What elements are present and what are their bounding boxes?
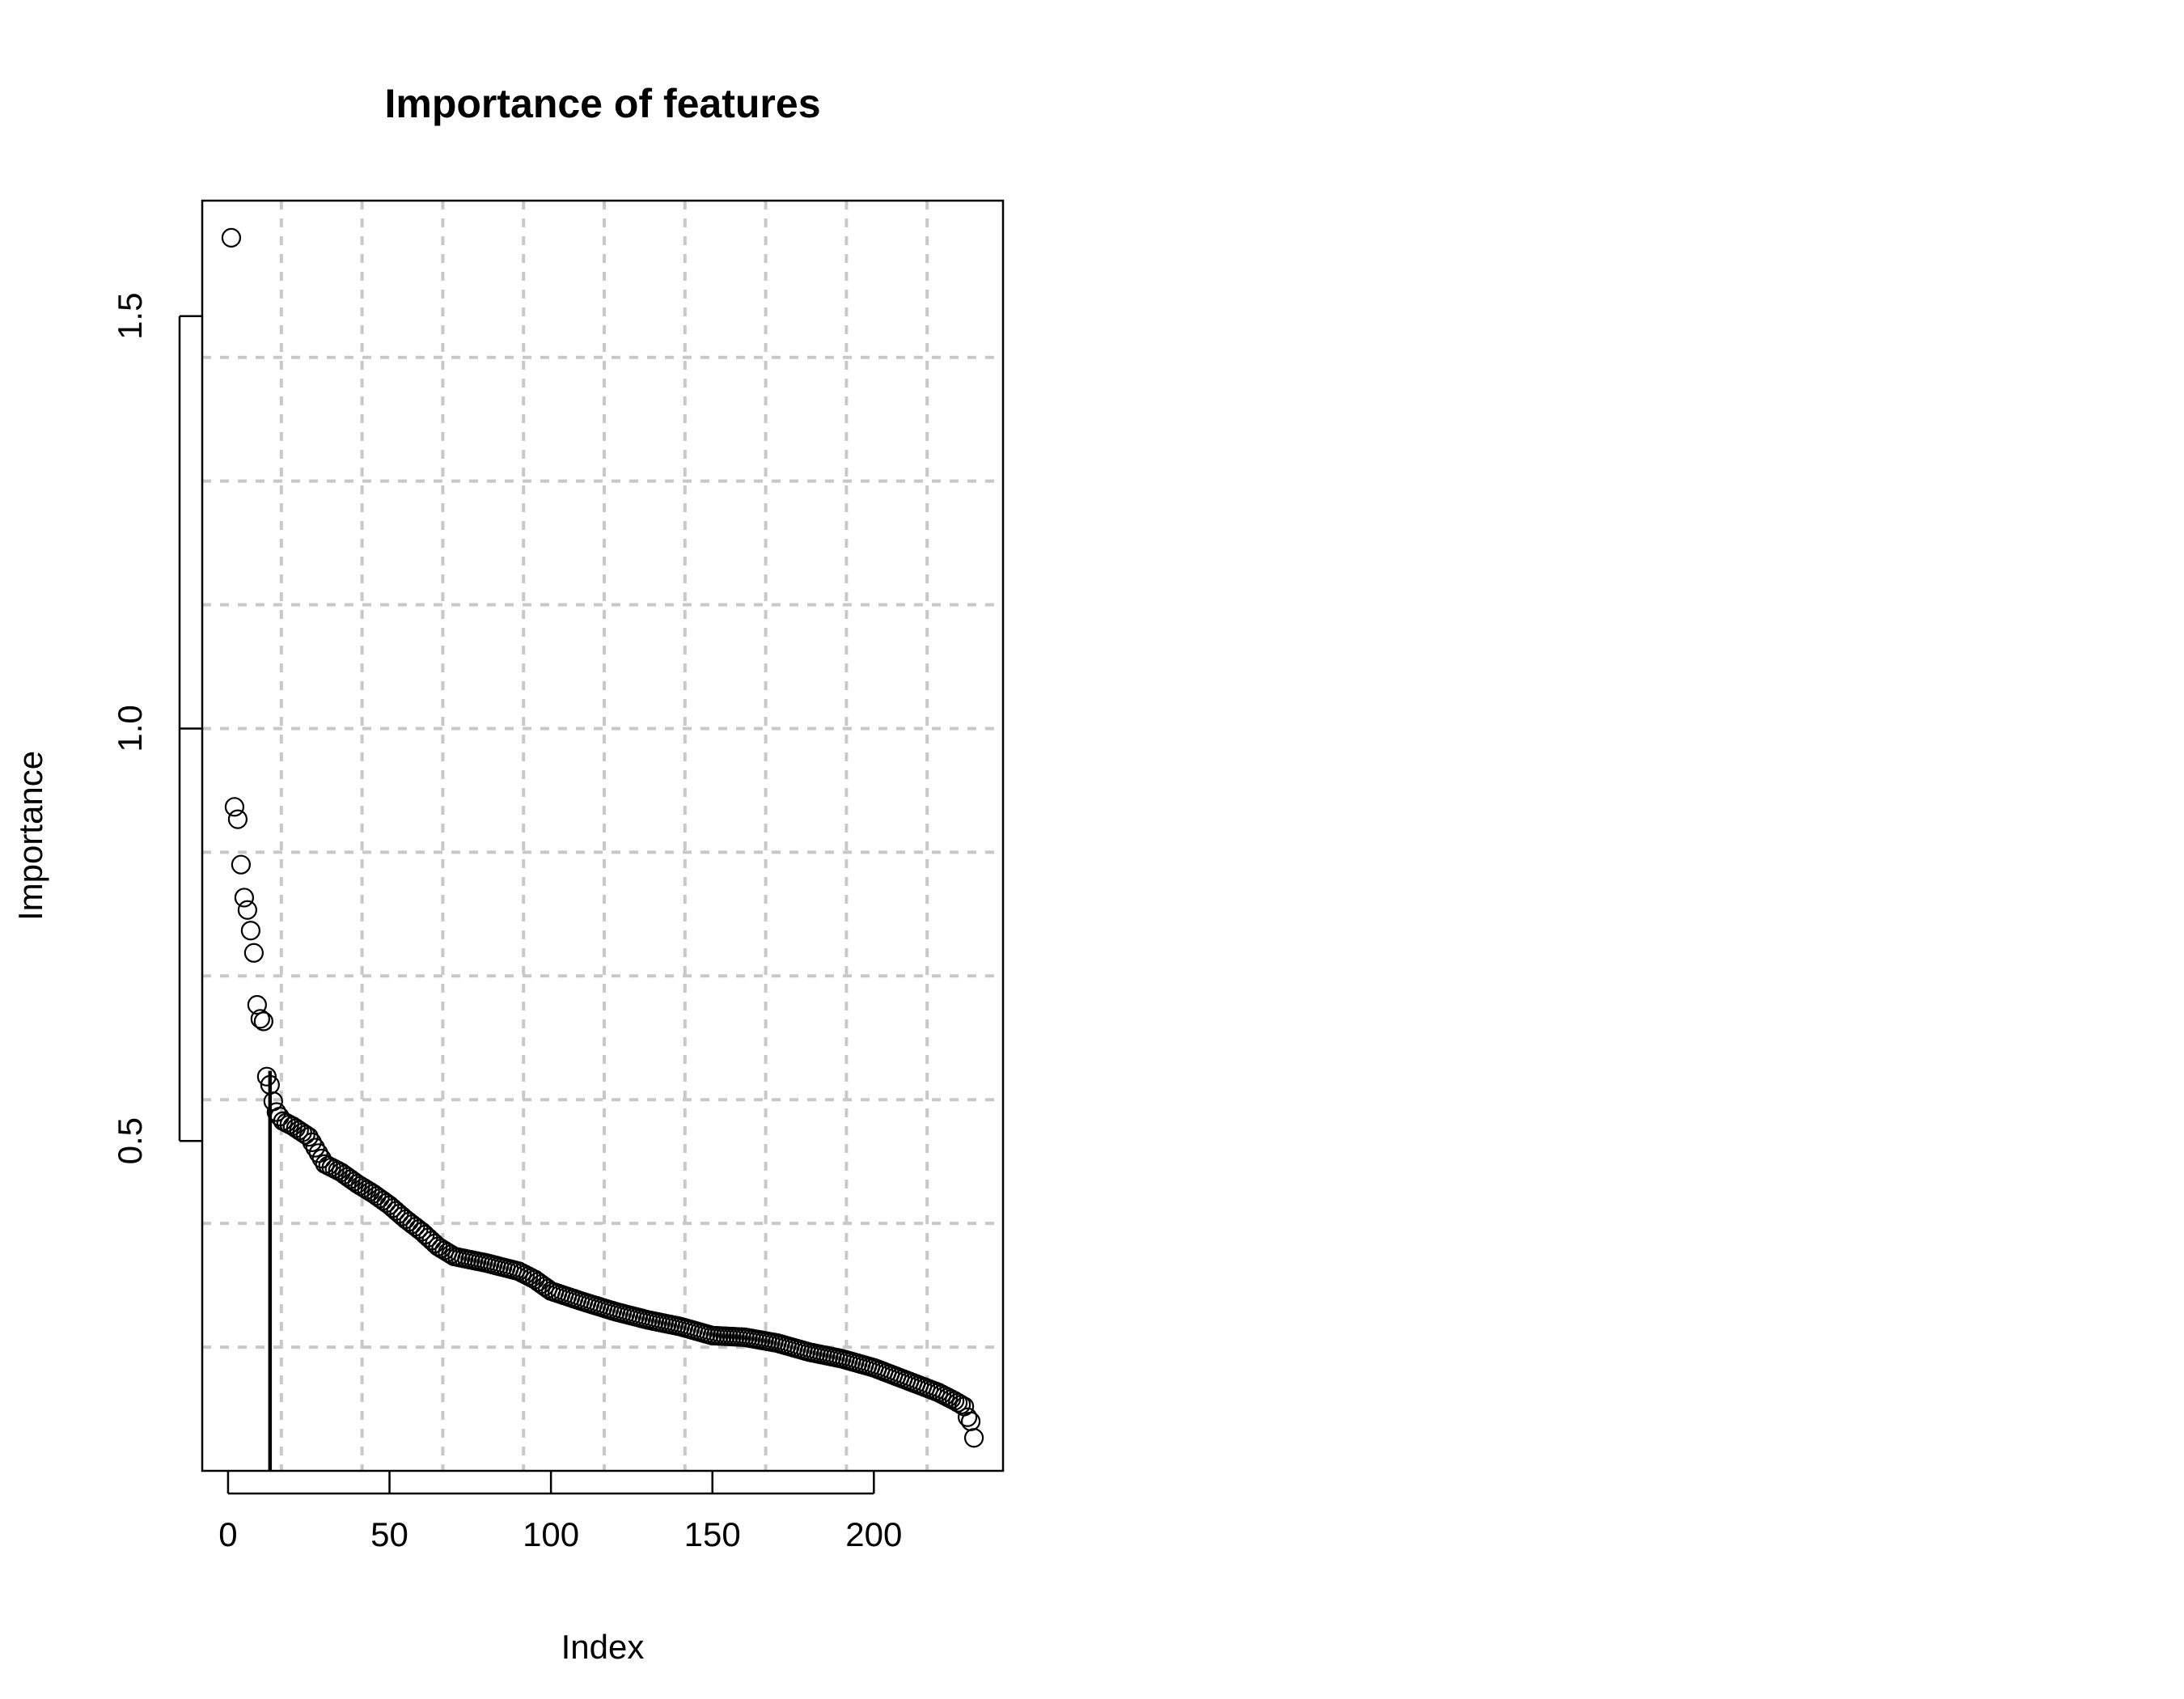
data-point [240, 921, 260, 941]
data-points [221, 227, 984, 1448]
data-point [253, 1011, 273, 1032]
data-point [250, 1009, 270, 1029]
data-point [221, 227, 242, 248]
data-point [302, 1132, 322, 1152]
x-tick-label: 100 [523, 1515, 579, 1553]
data-point [396, 1209, 416, 1230]
data-point [366, 1186, 387, 1206]
x-tick-label: 0 [218, 1515, 237, 1553]
data-point [402, 1214, 422, 1235]
x-tick-label: 150 [684, 1515, 741, 1553]
data-point [399, 1212, 419, 1232]
data-point [370, 1188, 390, 1209]
x-axis: 0 50 100 150 200 [218, 1471, 902, 1553]
data-point [331, 1162, 351, 1183]
data-point [305, 1138, 325, 1158]
data-point [243, 943, 264, 963]
x-tick-label: 200 [845, 1515, 902, 1553]
data-point [528, 1272, 548, 1292]
data-point [234, 888, 254, 908]
data-point [951, 1395, 971, 1415]
y-tick-label: 1.5 [111, 293, 149, 340]
data-point [535, 1276, 555, 1297]
chart-title: Importance of features [384, 81, 820, 126]
data-point [289, 1121, 309, 1141]
x-tick-label: 50 [370, 1515, 408, 1553]
data-point [298, 1127, 319, 1147]
data-point [363, 1184, 383, 1204]
data-point [957, 1407, 978, 1427]
data-point [308, 1143, 328, 1163]
data-point [295, 1125, 315, 1145]
plot-frame [201, 199, 1005, 1472]
y-tick-label: 0.5 [111, 1117, 149, 1164]
y-axis-label: Importance [11, 751, 49, 921]
data-point [227, 809, 248, 829]
data-point [963, 1428, 984, 1448]
y-tick-label: 1.0 [111, 705, 149, 752]
data-point [334, 1164, 354, 1184]
data-point [237, 900, 257, 920]
data-point [256, 1066, 277, 1087]
x-axis-label: Index [561, 1628, 645, 1666]
data-point [960, 1411, 981, 1431]
y-axis: 0.5 1.0 1.5 [111, 293, 202, 1164]
data-point [224, 797, 245, 817]
data-point [247, 994, 267, 1015]
data-point [525, 1269, 545, 1290]
data-point [373, 1190, 393, 1211]
grid-lines [202, 201, 1003, 1471]
data-point [231, 854, 252, 875]
